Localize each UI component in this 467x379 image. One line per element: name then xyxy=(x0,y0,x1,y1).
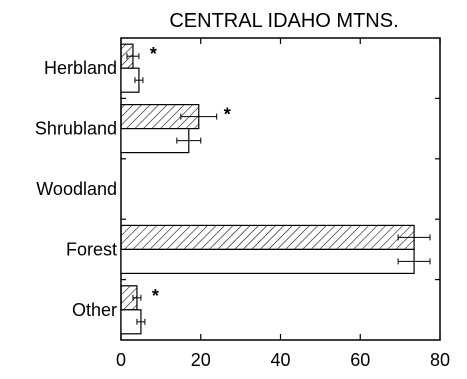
plot-area: 0 20 40 60 80 Herbland * Shrubland * Woodland Fore… xyxy=(35,37,450,370)
category-label: Shrubland xyxy=(35,119,117,139)
bar-open xyxy=(120,248,415,274)
significance-marker: * xyxy=(150,44,157,64)
bar-hatched xyxy=(120,224,415,250)
chart-title: CENTRAL IDAHO MTNS. xyxy=(169,10,398,32)
category-label: Forest xyxy=(66,239,117,259)
x-tick-label: 20 xyxy=(191,350,211,370)
x-tick-label: 60 xyxy=(350,350,370,370)
x-tick-label: 40 xyxy=(270,350,290,370)
category-label: Other xyxy=(72,300,117,320)
significance-marker: * xyxy=(224,105,231,125)
plot-frame xyxy=(120,37,441,341)
significance-marker: * xyxy=(152,286,159,306)
category-label: Woodland xyxy=(36,179,117,199)
category-label: Herbland xyxy=(44,58,117,78)
x-tick-label: 80 xyxy=(430,350,450,370)
x-tick-label: 0 xyxy=(116,350,126,370)
